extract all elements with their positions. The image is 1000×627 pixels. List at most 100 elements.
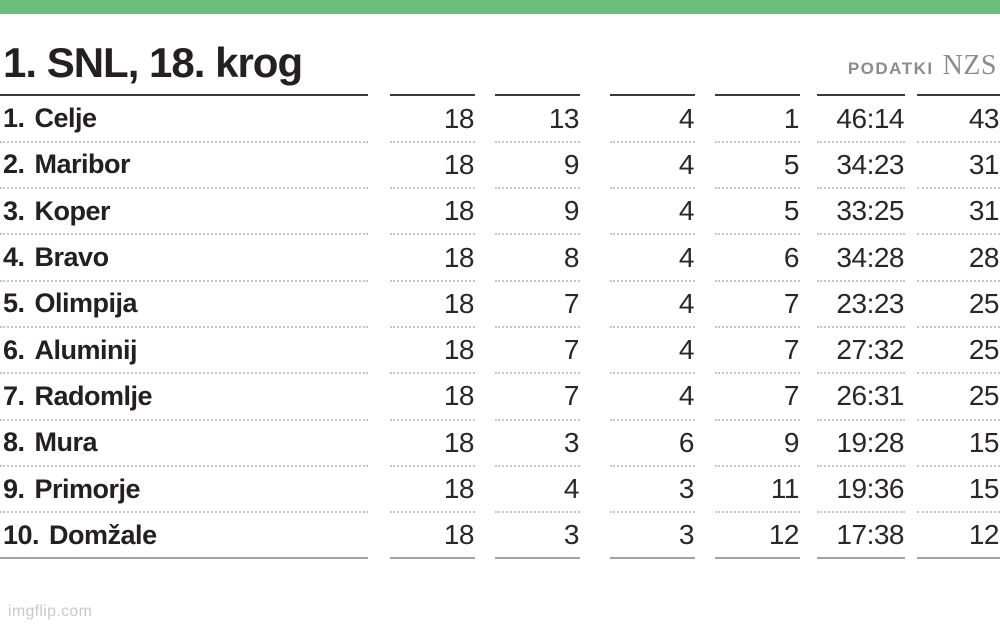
data-source: PODATKI NZS (848, 50, 997, 84)
rule-team-column (0, 94, 368, 96)
cell-draws: 4 (610, 374, 695, 421)
table-row: 8. Mura 18 3 6 9 19:28 15 (0, 421, 1000, 467)
team-name: Radomlje (34, 380, 153, 411)
rule-points-column (917, 94, 1000, 96)
cell-points: 15 (917, 467, 1000, 514)
cell-goals: 33:25 (817, 189, 905, 236)
team-cell: 1. Celje (0, 97, 368, 143)
accent-bar (0, 0, 1000, 14)
cell-losses: 7 (715, 282, 800, 328)
cell-points: 31 (917, 143, 1000, 190)
cell-draws: 3 (610, 467, 695, 514)
cell-losses: 9 (715, 421, 800, 467)
cell-losses: 12 (715, 513, 800, 560)
cell-points: 25 (917, 374, 1000, 421)
team-name: Domžale (49, 519, 157, 550)
source-org-logo: NZS (942, 50, 997, 81)
team-name: Maribor (34, 149, 131, 180)
cell-draws: 4 (610, 328, 695, 375)
table-row: 6. Aluminij 18 7 4 7 27:32 25 (0, 328, 1000, 375)
cell-wins: 7 (495, 328, 580, 375)
cell-games: 18 (390, 143, 475, 190)
cell-draws: 4 (610, 282, 695, 328)
rule-games-column (390, 94, 475, 96)
cell-goals: 34:23 (817, 143, 905, 190)
team-rank: 10. (3, 519, 40, 550)
cell-draws: 4 (610, 97, 695, 143)
cell-goals: 27:32 (817, 328, 905, 375)
table-row: 2. Maribor 18 9 4 5 34:23 31 (0, 143, 1000, 190)
rule-wins-column (495, 94, 580, 96)
cell-wins: 7 (495, 374, 580, 421)
cell-losses: 6 (715, 235, 800, 282)
cell-goals: 26:31 (817, 374, 905, 421)
team-cell: 5. Olimpija (0, 282, 368, 328)
cell-goals: 23:23 (817, 282, 905, 328)
source-label: PODATKI (847, 59, 934, 78)
team-cell: 9. Primorje (0, 467, 368, 514)
cell-draws: 4 (610, 189, 695, 236)
team-rank: 2. (3, 149, 25, 180)
cell-points: 25 (917, 328, 1000, 375)
cell-games: 18 (390, 467, 475, 514)
team-rank: 3. (3, 195, 25, 226)
cell-draws: 4 (610, 235, 695, 282)
cell-losses: 5 (715, 189, 800, 236)
cell-points: 25 (917, 282, 1000, 328)
cell-points: 15 (917, 421, 1000, 467)
header: 1. SNL, 18. krog PODATKI NZS (0, 14, 1000, 94)
cell-draws: 6 (610, 421, 695, 467)
team-cell: 7. Radomlje (0, 374, 368, 421)
team-rank: 7. (3, 380, 25, 411)
team-rank: 5. (3, 288, 25, 319)
team-name: Mura (34, 427, 98, 458)
table-row: 10. Domžale 18 3 3 12 17:38 12 (0, 513, 1000, 560)
cell-wins: 9 (495, 143, 580, 190)
team-name: Celje (34, 103, 98, 134)
cell-games: 18 (390, 328, 475, 375)
cell-games: 18 (390, 97, 475, 143)
rule-losses-column (715, 94, 800, 96)
cell-goals: 19:28 (817, 421, 905, 467)
cell-wins: 8 (495, 235, 580, 282)
table-row: 1. Celje 18 13 4 1 46:14 43 (0, 97, 1000, 143)
cell-games: 18 (390, 282, 475, 328)
cell-draws: 3 (610, 513, 695, 560)
cell-losses: 7 (715, 328, 800, 375)
cell-losses: 7 (715, 374, 800, 421)
cell-wins: 3 (495, 421, 580, 467)
cell-points: 12 (917, 513, 1000, 560)
cell-wins: 4 (495, 467, 580, 514)
cell-losses: 5 (715, 143, 800, 190)
team-name: Bravo (34, 242, 110, 273)
cell-points: 28 (917, 235, 1000, 282)
cell-wins: 9 (495, 189, 580, 236)
page-title: 1. SNL, 18. krog (3, 39, 303, 86)
team-cell: 2. Maribor (0, 143, 368, 190)
standings-table: 1. Celje 18 13 4 1 46:14 43 2. Maribor 18 9 4 5 34:23 3… (0, 97, 1000, 560)
cell-wins: 13 (495, 97, 580, 143)
team-rank: 9. (3, 473, 25, 504)
table-row: 4. Bravo 18 8 4 6 34:28 28 (0, 235, 1000, 282)
team-rank: 8. (3, 427, 25, 458)
cell-goals: 17:38 (817, 513, 905, 560)
cell-goals: 19:36 (817, 467, 905, 514)
cell-goals: 46:14 (817, 97, 905, 143)
team-rank: 1. (3, 103, 25, 134)
team-name: Olimpija (34, 288, 138, 319)
table-row: 3. Koper 18 9 4 5 33:25 31 (0, 189, 1000, 236)
cell-losses: 1 (715, 97, 800, 143)
team-cell: 10. Domžale (0, 513, 368, 560)
team-name: Koper (34, 195, 111, 226)
team-rank: 4. (3, 242, 25, 273)
cell-wins: 3 (495, 513, 580, 560)
team-cell: 4. Bravo (0, 235, 368, 282)
rule-goals-column (817, 94, 905, 96)
table-row: 7. Radomlje 18 7 4 7 26:31 25 (0, 374, 1000, 421)
cell-draws: 4 (610, 143, 695, 190)
team-cell: 8. Mura (0, 421, 368, 467)
cell-games: 18 (390, 189, 475, 236)
cell-wins: 7 (495, 282, 580, 328)
watermark: imgflip.com (8, 603, 93, 620)
table-row: 5. Olimpija 18 7 4 7 23:23 25 (0, 282, 1000, 328)
